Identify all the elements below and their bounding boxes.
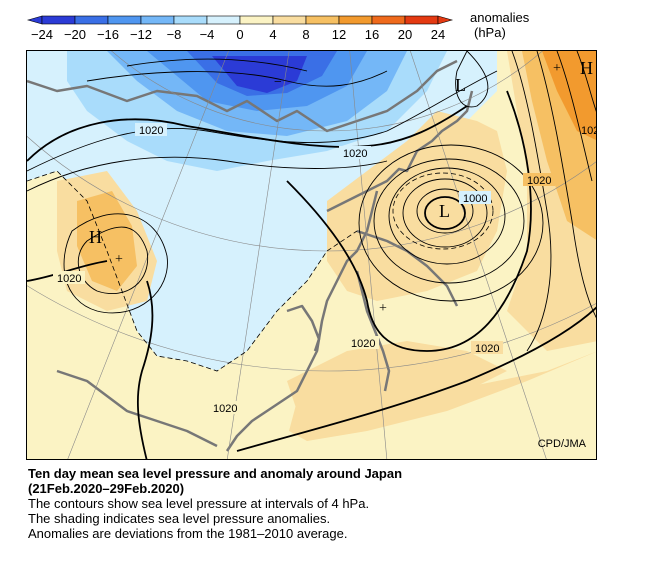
low-pressure-japan: L: [439, 201, 450, 221]
coastlines: [27, 59, 474, 452]
colorbar-ticks: −24 −20 −16 −12 −8 −4 0 4 8 12 16 20 24: [31, 27, 445, 42]
colorbar-tick-label: −12: [130, 27, 152, 42]
high-east-marker: +: [553, 61, 561, 76]
contour-label: 102: [581, 125, 597, 137]
colorbar-tick-label: −4: [200, 27, 215, 42]
colorbar-tick-label: −24: [31, 27, 53, 42]
zero-anomaly-lines: [27, 170, 494, 372]
map-canvas: 1020 1020 1020 1020 1020 1020 1000 1020 …: [27, 51, 597, 459]
colorbar-tick-label: 12: [332, 27, 346, 42]
colorbar-unit-label: anomalies: [470, 10, 530, 25]
anomaly-colorbar: −24 −20 −16 −12 −8 −4 0 4 8 12 16 20 24: [26, 15, 454, 42]
caption-period: (21Feb.2020–29Feb.2020): [28, 481, 185, 496]
colorbar-cell: [338, 15, 373, 25]
colorbar-arrow-high: [437, 15, 454, 25]
colorbar-unit-hpa: (hPa): [474, 25, 506, 40]
colorbar-tick-label: 24: [431, 27, 445, 42]
contour-label: 1020: [475, 343, 499, 355]
negative-anomaly-marker: −: [274, 75, 282, 90]
colorbar-unit: anomalies (hPa): [470, 10, 529, 40]
colorbar-tick-label: −8: [167, 27, 182, 42]
colorbar-cell: [107, 15, 142, 25]
contour-label: 1000: [463, 193, 487, 205]
contour-labels: 1020 1020 1020 1020 1020 1020 1000 1020 …: [53, 123, 597, 415]
high-pressure-east: H: [580, 58, 593, 78]
colorbar-tick-label: 8: [302, 27, 309, 42]
graticule: [27, 51, 596, 459]
colorbar-tick-label: 4: [269, 27, 276, 42]
high-center-marker: +: [115, 252, 123, 267]
colorbar-tick-label: −20: [64, 27, 86, 42]
positive-anomaly-west-core: [77, 191, 137, 291]
colorbar-cells: [26, 15, 454, 25]
colorbar-cell: [272, 15, 307, 25]
colorbar-tick-label: −16: [97, 27, 119, 42]
negative-anomaly-core: [212, 56, 307, 93]
map-credit: CPD/JMA: [537, 438, 586, 450]
contour-label: 1020: [57, 273, 81, 285]
low-pressure-north: L: [455, 75, 466, 95]
caption-line-3: Anomalies are deviations from the 1981–2…: [28, 526, 348, 541]
positive-anomaly-south: [287, 341, 507, 411]
high-pressure-west: H: [89, 227, 102, 247]
isobars-bold: [27, 90, 596, 459]
contour-label: 1020: [343, 148, 367, 160]
colorbar-tick-label: 0: [236, 27, 243, 42]
colorbar-cell: [206, 15, 241, 25]
colorbar-tick-label: 16: [365, 27, 379, 42]
colorbar-cell: [173, 15, 208, 25]
colorbar-cell: [74, 15, 109, 25]
pressure-centers: H + L L H + + −: [89, 58, 593, 316]
pressure-anomaly-map: 1020 1020 1020 1020 1020 1020 1000 1020 …: [26, 50, 597, 460]
colorbar-cell: [404, 15, 439, 25]
caption-line-1: The contours show sea level pressure at …: [28, 496, 370, 511]
low-anomaly-north: [441, 61, 477, 105]
contour-label: 1020: [139, 125, 163, 137]
caption-title: Ten day mean sea level pressure and anom…: [28, 466, 403, 481]
anomaly-shading: [27, 51, 596, 441]
colorbar-cell: [41, 15, 76, 25]
positive-anomaly-east: [289, 51, 596, 441]
caption-line-2: The shading indicates sea level pressure…: [28, 511, 331, 526]
positive-anomaly-east-4: [542, 51, 596, 141]
colorbar-cell: [140, 15, 175, 25]
isobars: [27, 51, 596, 352]
anomaly-center-marker: +: [379, 301, 387, 316]
colorbar-tick-label: 20: [398, 27, 412, 42]
contour-label: 1020: [213, 403, 237, 415]
colorbar-cell: [371, 15, 406, 25]
figure-caption: Ten day mean sea level pressure and anom…: [28, 466, 628, 541]
colorbar-arrow-low: [26, 15, 43, 25]
contour-label: 1020: [527, 175, 551, 187]
colorbar-cell: [239, 15, 274, 25]
contour-label: 1020: [351, 338, 375, 350]
colorbar-cell: [305, 15, 340, 25]
